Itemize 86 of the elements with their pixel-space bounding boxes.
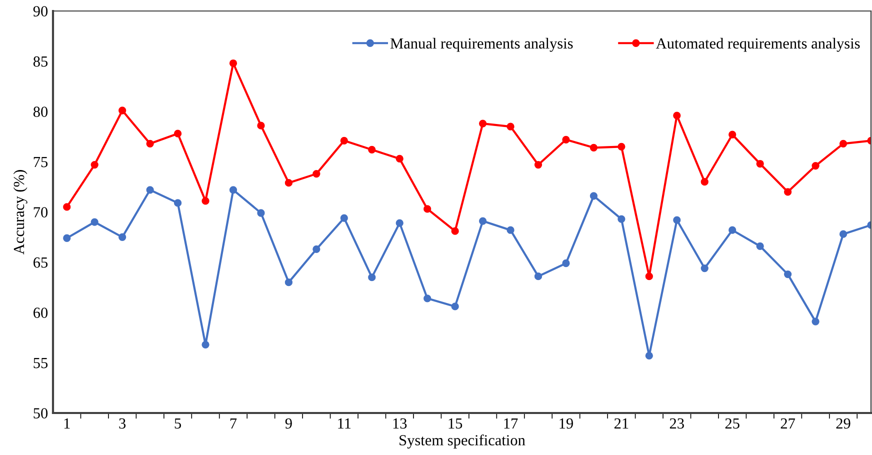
point — [839, 140, 848, 148]
point — [839, 230, 848, 238]
point — [728, 130, 736, 138]
point — [340, 136, 348, 144]
y-tick-label: 90 — [33, 6, 48, 16]
x-tick-label: 7 — [230, 418, 237, 428]
point — [174, 199, 182, 207]
y-tick-label: 65 — [34, 257, 48, 268]
point — [534, 272, 542, 280]
point — [340, 214, 348, 222]
point — [590, 192, 598, 200]
point — [506, 122, 514, 130]
point — [590, 144, 598, 152]
point — [118, 233, 126, 241]
point — [202, 197, 210, 205]
y-tick-label: 50 — [34, 408, 48, 418]
point — [784, 188, 792, 196]
point — [700, 264, 708, 272]
point — [368, 274, 376, 282]
point — [284, 278, 293, 286]
point — [618, 142, 626, 150]
x-tick-label: 5 — [174, 418, 181, 429]
point — [257, 122, 265, 130]
point — [229, 186, 238, 194]
y-tick-label: 75 — [34, 157, 48, 168]
y-tick-label: 60 — [34, 308, 48, 318]
point — [451, 227, 459, 235]
point — [562, 136, 570, 144]
point — [118, 106, 126, 114]
x-tick-label: 19 — [560, 418, 573, 429]
point — [756, 242, 764, 250]
point — [424, 205, 432, 213]
point — [396, 219, 404, 227]
point — [673, 216, 681, 224]
point — [146, 140, 154, 148]
point — [673, 112, 681, 120]
x-tick-label: 11 — [338, 418, 351, 428]
y-tick-label: 55 — [34, 358, 48, 368]
x-tick-label: 3 — [119, 418, 126, 429]
point — [618, 215, 626, 223]
point — [63, 234, 71, 242]
point — [396, 154, 404, 163]
x-tick-label: 9 — [285, 418, 292, 429]
point — [257, 209, 265, 217]
x-tick-label: 23 — [670, 418, 684, 429]
x-tick-label: 29 — [836, 418, 850, 429]
point — [784, 270, 792, 278]
point — [700, 178, 708, 186]
point — [90, 218, 98, 226]
point — [506, 226, 514, 234]
point — [645, 352, 653, 360]
x-tick-label: 13 — [393, 418, 407, 429]
point — [812, 318, 820, 326]
point — [645, 272, 653, 280]
point — [312, 245, 320, 254]
x-tick-label: 1 — [64, 418, 70, 428]
point — [284, 179, 293, 187]
point — [229, 59, 238, 68]
point — [534, 160, 542, 169]
y-tick-label: 70 — [34, 207, 48, 218]
point — [368, 146, 376, 154]
x-axis-title: System specification — [400, 434, 526, 449]
legend-label: Automated requirements analysis — [656, 38, 860, 52]
x-tick-label: 25 — [725, 418, 740, 429]
point — [90, 160, 98, 169]
point — [63, 203, 71, 211]
y-tick-label: 80 — [33, 106, 48, 117]
point — [728, 226, 736, 234]
point — [202, 340, 210, 348]
point — [562, 259, 570, 268]
point — [146, 186, 154, 194]
point — [478, 217, 487, 225]
point — [756, 160, 764, 168]
legend-label: Manual requirements analysis — [390, 38, 573, 52]
point — [451, 302, 459, 310]
point — [312, 170, 320, 178]
x-tick-label: 21 — [614, 418, 628, 428]
x-tick-label: 15 — [448, 418, 462, 429]
point — [424, 294, 432, 302]
point — [812, 162, 820, 170]
x-tick-label: 17 — [504, 418, 518, 428]
y-tick-label: 85 — [33, 56, 48, 67]
point — [174, 130, 182, 138]
point — [478, 120, 487, 128]
x-tick-label: 27 — [780, 418, 796, 428]
y-axis-title: Accuracy (%) — [13, 170, 28, 254]
